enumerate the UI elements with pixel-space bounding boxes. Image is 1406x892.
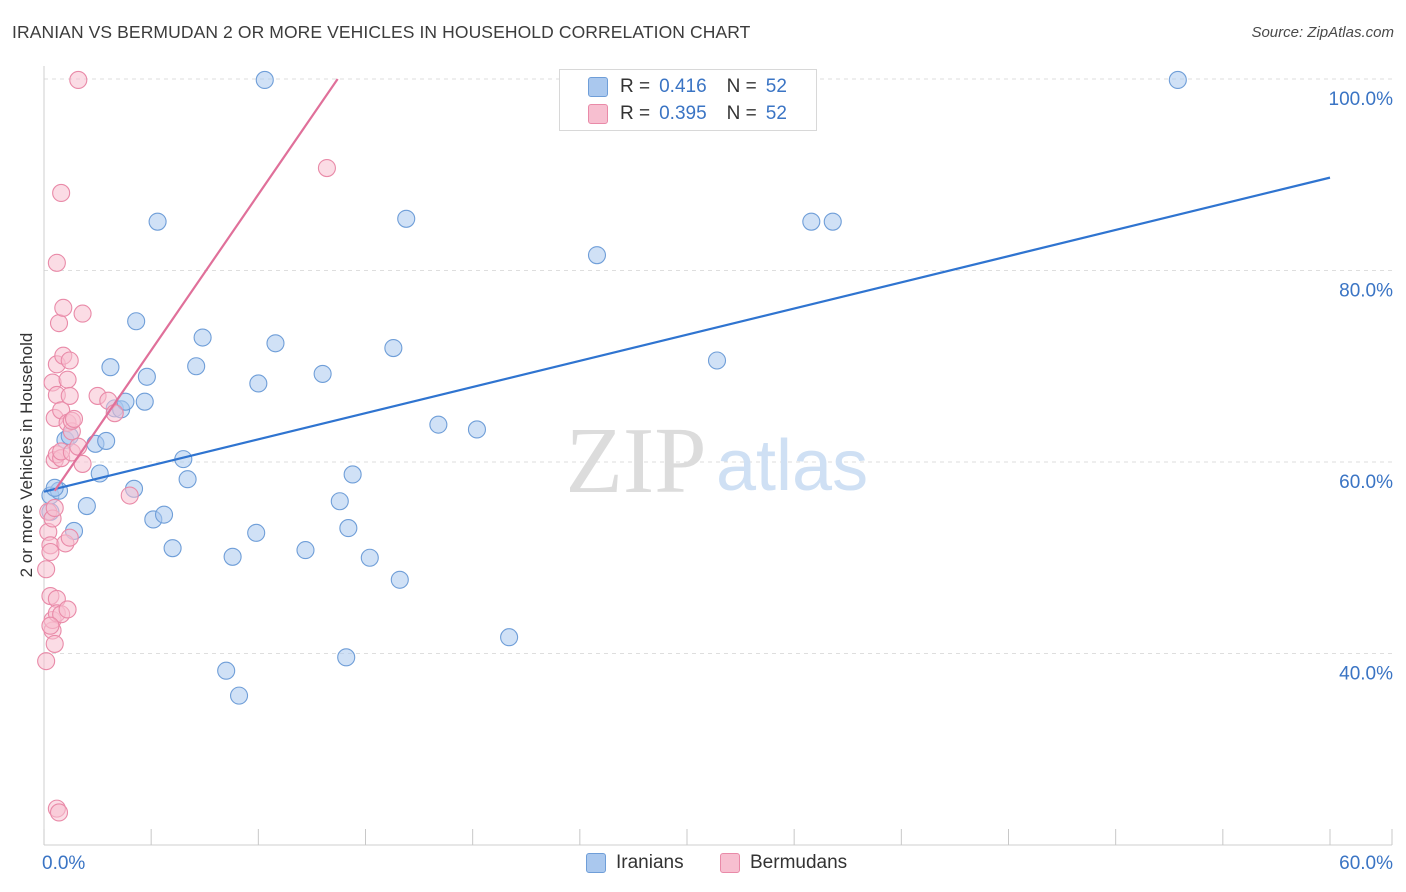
iranians-point [467, 420, 487, 439]
iranians-point [266, 334, 285, 353]
y-axis-label: 2 or more Vehicles in Household [17, 332, 36, 578]
bermudans-point [60, 386, 79, 405]
bermudans-point [49, 803, 69, 822]
iranians-point [296, 541, 315, 560]
iranians-point [587, 246, 607, 265]
iranians-point [397, 209, 416, 228]
legend-row-bermudans: R = 0.395 N = 52 [588, 101, 787, 127]
y-tick-label: 40.0% [1339, 664, 1393, 685]
iranians-point [178, 470, 197, 489]
bermudans-point [64, 409, 84, 428]
axes [43, 66, 1393, 846]
iranians-point [101, 358, 120, 377]
legend-r-value: 0.416 [659, 76, 707, 97]
iranians-point [337, 648, 356, 667]
legend-swatch-iranians [588, 77, 608, 97]
y-tick-label: 100.0% [1329, 89, 1394, 110]
iranians-point [429, 415, 448, 434]
chart-title: IRANIAN VS BERMUDAN 2 OR MORE VEHICLES I… [12, 22, 751, 42]
bermudans-point [317, 158, 336, 178]
iranians-point [193, 328, 212, 347]
bermudans-point [58, 370, 77, 389]
iranians-point [823, 212, 842, 231]
iranians-point [339, 519, 358, 538]
iranians-point [247, 523, 266, 542]
bermudans-point [69, 70, 88, 90]
tick-labels: 40.0% 60.0% 80.0% 100.0% 0.0% 60.0% [42, 89, 1393, 874]
iranians-point [217, 661, 236, 680]
iranians-point [249, 374, 268, 393]
source-credit: Source: ZipAtlas.com [1251, 24, 1394, 41]
bermudans-point [41, 616, 60, 635]
bermudans-point [60, 351, 79, 370]
bermudans-point [45, 634, 64, 653]
bermudans-point [60, 528, 79, 547]
bermudans-point [41, 542, 60, 562]
legend-item-bermudans: Bermudans [720, 852, 847, 874]
iranians-point [127, 312, 146, 331]
legend-r-label: R = [620, 103, 651, 124]
bermudans-point [37, 652, 56, 671]
iranians-points [41, 70, 1187, 705]
bermudans-point [73, 304, 92, 323]
iranians-point [135, 392, 154, 411]
legend-n-label: N = [726, 76, 757, 97]
watermark: ZIP atlas [566, 409, 869, 513]
legend-row-iranians: R = 0.416 N = 52 [588, 74, 787, 100]
iranians-point [343, 465, 362, 484]
legend-label-bermudans: Bermudans [750, 852, 848, 873]
bermudans-point [37, 560, 56, 579]
bermudans-trend-line [53, 78, 339, 492]
iranians-point [390, 570, 409, 589]
iranians-point [77, 496, 96, 516]
iranians-point [148, 212, 167, 231]
y-tick-label: 80.0% [1339, 281, 1393, 302]
iranians-point [1168, 70, 1187, 90]
iranians-point [223, 547, 242, 566]
bermudans-point [45, 498, 64, 518]
iranians-trend-line [43, 176, 1331, 493]
legend-item-iranians: Iranians [586, 852, 684, 874]
bermudans-points [37, 70, 336, 822]
iranians-point [163, 539, 182, 558]
iranians-point [137, 367, 156, 386]
x-tick-label: 60.0% [1339, 853, 1393, 874]
legend-swatch-iranians [586, 853, 606, 873]
iranians-point [97, 431, 116, 450]
y-tick-label: 60.0% [1339, 472, 1393, 493]
legend-n-value: 52 [765, 103, 787, 124]
bermudans-point [54, 298, 73, 317]
legend-r-value: 0.395 [659, 103, 707, 124]
bermudans-point [58, 600, 77, 619]
legend-r-label: R = [620, 76, 651, 97]
bermudans-point [52, 183, 71, 202]
watermark-atlas: atlas [716, 426, 868, 506]
iranians-point [384, 339, 403, 358]
iranians-point [154, 505, 174, 524]
iranians-point [802, 212, 821, 231]
legend-swatch-bermudans [720, 853, 740, 873]
bermudans-point [49, 314, 69, 333]
iranians-point [500, 628, 519, 647]
iranians-point [187, 357, 206, 376]
legend-label-iranians: Iranians [616, 852, 684, 873]
iranians-point [313, 364, 332, 383]
correlation-legend: R = 0.416 N = 52 R = 0.395 N = 52 [559, 69, 817, 131]
iranians-point [255, 70, 274, 90]
x-tick-label: 0.0% [42, 853, 85, 874]
bermudans-point [47, 253, 66, 272]
iranians-point [229, 686, 249, 705]
legend-n-value: 52 [765, 76, 787, 97]
iranians-point [360, 548, 379, 567]
watermark-zip: ZIP [566, 409, 707, 513]
legend-n-label: N = [726, 103, 757, 124]
bermudans-point [120, 486, 139, 505]
iranians-point [707, 351, 727, 370]
legend-swatch-bermudans [588, 104, 608, 124]
trend-lines [43, 78, 1331, 493]
iranians-point [330, 492, 349, 511]
